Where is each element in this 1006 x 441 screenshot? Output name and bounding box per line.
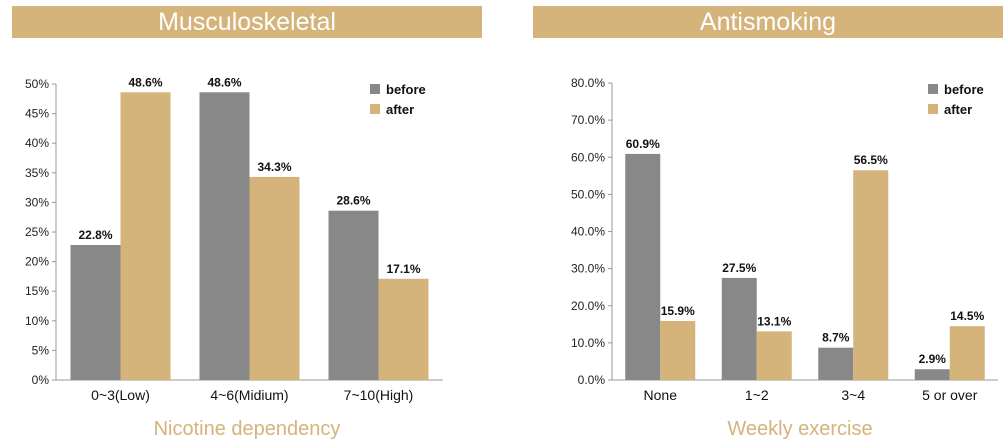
- chart1-data-label: 17.1%: [386, 262, 420, 276]
- chart1-x-axis-title: Nicotine dependency: [154, 418, 341, 440]
- chart2-bar-before: [818, 347, 854, 380]
- chart1-y-tick-label: 35%: [25, 166, 49, 180]
- chart1-y-tick-label: 0%: [32, 373, 50, 387]
- chart1-y-tick-label: 50%: [25, 77, 49, 91]
- chart2-data-label: 60.9%: [626, 137, 660, 151]
- chart1-category-label: 4~6(Midium): [210, 387, 288, 403]
- chart1-y-tick-label: 30%: [25, 195, 49, 209]
- chart1-data-label: 48.6%: [207, 75, 241, 89]
- chart2-bar-before: [721, 277, 757, 380]
- chart2-data-label: 8.7%: [822, 331, 850, 345]
- chart2-data-label: 56.5%: [854, 153, 888, 167]
- chart1-data-label: 22.8%: [78, 228, 112, 242]
- chart1-bar-before: [328, 210, 379, 380]
- chart1-bar-before: [70, 245, 121, 380]
- chart1-legend-swatch-before: [370, 84, 380, 94]
- chart1-y-tick-label: 15%: [25, 284, 49, 298]
- chart2-y-tick-label: 60.0%: [571, 150, 605, 164]
- chart1-bar-after: [120, 92, 171, 381]
- chart2-y-tick-label: 40.0%: [571, 225, 605, 239]
- chart2-legend-swatch-after: [928, 104, 938, 114]
- chart2-y-tick-label: 80.0%: [571, 76, 605, 90]
- chart1-data-label: 48.6%: [128, 75, 162, 89]
- chart2-data-label: 27.5%: [722, 261, 756, 275]
- chart2-y-tick-label: 50.0%: [571, 187, 605, 201]
- chart2-bar-before: [625, 153, 661, 380]
- chart1-legend-label: before: [386, 82, 426, 97]
- chart1-bar-after: [378, 278, 429, 380]
- chart2-y-tick-label: 10.0%: [571, 336, 605, 350]
- chart2-data-label: 2.9%: [919, 352, 947, 366]
- chart-title-musculoskeletal: Musculoskeletal: [12, 6, 482, 38]
- chart2-data-label: 14.5%: [950, 309, 984, 323]
- chart1-legend-swatch-after: [370, 104, 380, 114]
- chart1-data-label: 34.3%: [257, 160, 291, 174]
- chart2-data-label: 13.1%: [757, 314, 791, 328]
- chart2-y-tick-label: 70.0%: [571, 113, 605, 127]
- chart1-y-tick-label: 45%: [25, 107, 49, 121]
- chart1-bar-after: [249, 176, 300, 380]
- chart1-bar-before: [199, 92, 250, 381]
- chart2-legend-label: before: [944, 82, 984, 97]
- chart1-y-tick-label: 20%: [25, 255, 49, 269]
- chart2-bar-after: [660, 320, 696, 380]
- chart1-y-tick-label: 5%: [32, 343, 50, 357]
- chart1-data-label: 28.6%: [336, 194, 370, 208]
- chart2-category-label: 3~4: [841, 387, 865, 403]
- chart2-data-label: 15.9%: [661, 304, 695, 318]
- chart2-y-tick-label: 20.0%: [571, 299, 605, 313]
- chart1-legend-label: after: [386, 102, 414, 117]
- chart2-legend-label: after: [944, 102, 972, 117]
- chart1-y-tick-label: 10%: [25, 314, 49, 328]
- chart1-y-tick-label: 25%: [25, 225, 49, 239]
- chart-title-antismoking: Antismoking: [533, 6, 1003, 38]
- chart2-bar-after: [756, 331, 792, 380]
- chart2-y-tick-label: 0.0%: [578, 373, 606, 387]
- chart2-bar-after: [853, 170, 889, 380]
- chart2-category-label: 1~2: [745, 387, 769, 403]
- chart2-x-axis-title: Weekly exercise: [727, 418, 872, 440]
- chart1-category-label: 7~10(High): [344, 387, 414, 403]
- chart2-y-tick-label: 30.0%: [571, 262, 605, 276]
- chart1-category-label: 0~3(Low): [91, 387, 150, 403]
- chart1-y-tick-label: 40%: [25, 136, 49, 150]
- chart2-category-label: None: [644, 387, 678, 403]
- chart2-category-label: 5 or over: [922, 387, 978, 403]
- chart2-bar-after: [949, 326, 985, 380]
- chart2-legend-swatch-before: [928, 84, 938, 94]
- chart2-bar-before: [914, 369, 950, 380]
